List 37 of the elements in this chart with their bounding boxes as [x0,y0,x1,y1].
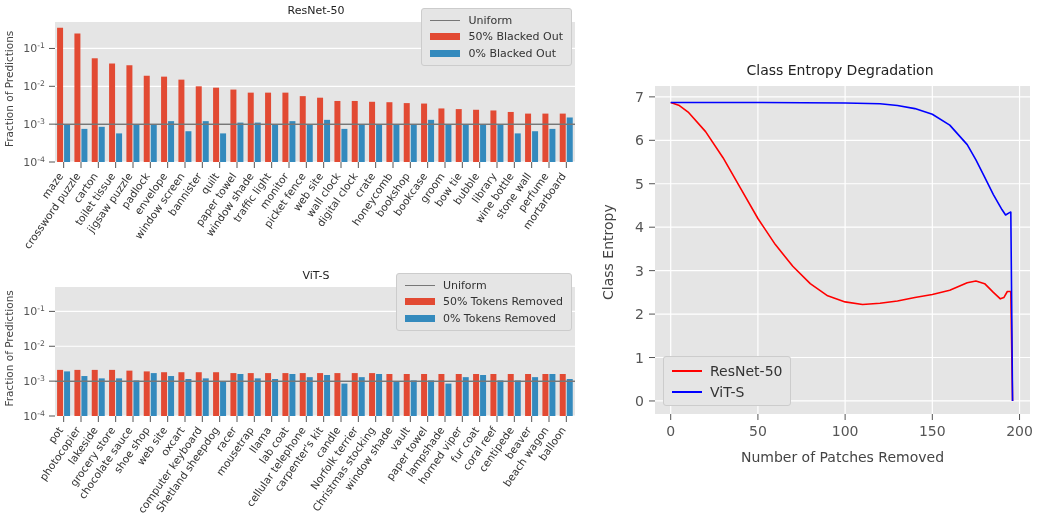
x-tick-label: 0 [666,423,676,439]
y-tick-label: 10$^{-4}$ [23,154,46,169]
legend-label: ResNet-50 [710,362,783,379]
legend-label: 50% Blacked Out [468,30,563,44]
y-tick-label: 4 [635,219,645,236]
x-tick-label: 200 [1006,423,1033,439]
y-tick-label: 10$^{-3}$ [23,116,46,132]
y-tick-label: 2 [635,306,644,323]
y-tick-label: 10$^{-2}$ [23,338,46,354]
legend-label: Uniform [442,278,487,292]
legend-label: ViT-S [710,383,745,400]
y-tick-label: 5 [635,175,644,192]
y-tick-label: 10$^{-1}$ [23,303,46,319]
y-tick-label: 1 [635,349,644,366]
y-tick-label: 7 [635,88,644,105]
x-axis-title: Number of Patches Removed [740,449,945,465]
x-tick-label: 150 [918,423,946,439]
y-tick-label: 10$^{-3}$ [23,373,46,389]
y-axis-title: Fraction of Predictions [2,290,15,407]
x-tick-label: 50 [748,423,767,439]
y-tick-label: 6 [635,132,645,149]
legend-label: Uniform [468,13,513,27]
y-tick-label: 0 [635,392,644,409]
chart-title: ResNet-50 [287,4,345,17]
x-tick-label: 100 [831,423,859,439]
y-tick-label: 3 [635,262,644,279]
chart-title: Class Entropy Degradation [745,62,935,78]
y-tick-label: 10$^{-4}$ [23,408,46,423]
line-series [669,101,1014,402]
legend-label: 0% Tokens Removed [442,311,556,325]
y-axis-title: Class Entropy [599,204,616,300]
y-axis-title: Fraction of Predictions [2,30,15,147]
legend-label: 50% Tokens Removed [442,295,563,309]
chart-title: ViT-S [302,269,330,282]
y-tick-label: 10$^{-1}$ [23,40,46,56]
y-tick-label: 10$^{-2}$ [23,78,46,94]
legend-label: 0% Blacked Out [468,46,556,60]
